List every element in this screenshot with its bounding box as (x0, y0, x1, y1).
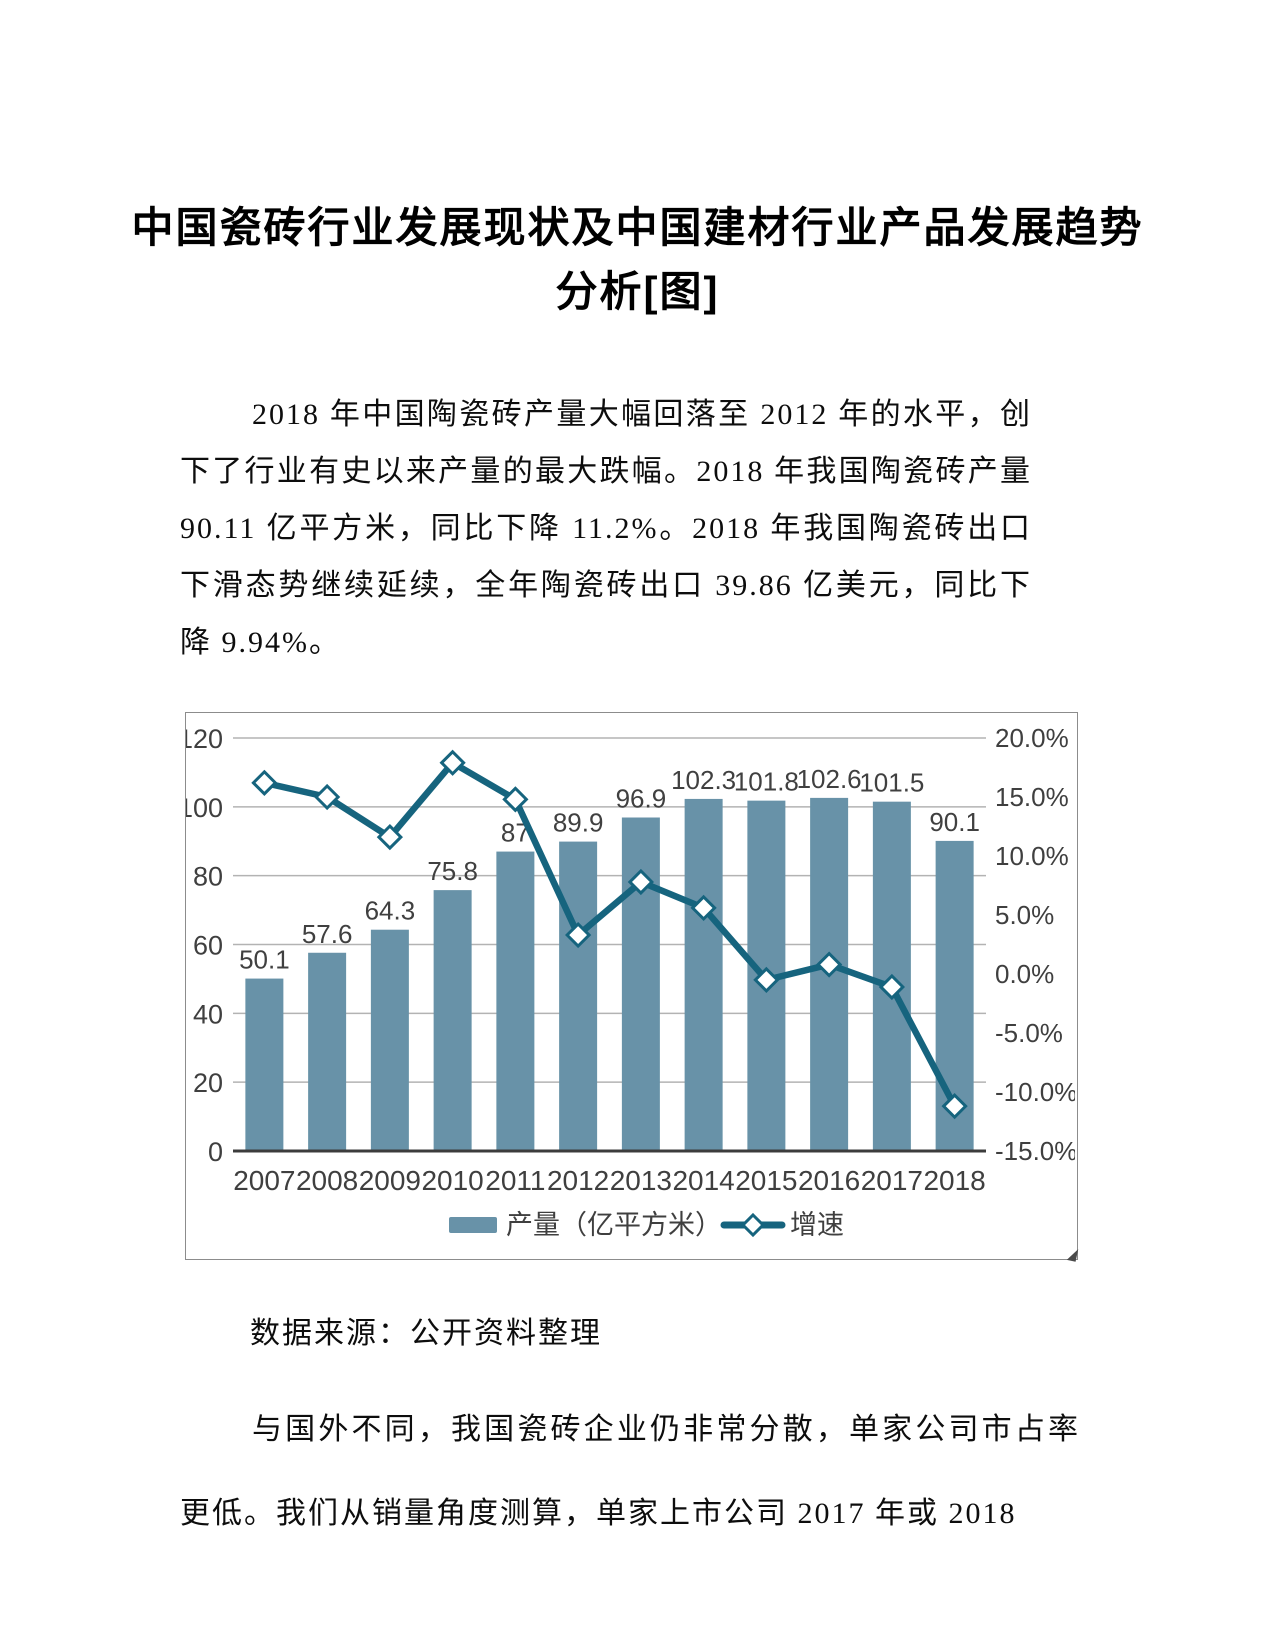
bar-value-label: 64.3 (365, 896, 416, 926)
x-axis-year-label: 2013 (610, 1165, 672, 1196)
x-axis-year-label: 2015 (735, 1165, 797, 1196)
x-axis-year-label: 2011 (485, 1165, 545, 1196)
left-axis-tick-label: 120 (186, 724, 223, 754)
bar-value-label: 101.5 (859, 768, 924, 798)
bar-value-label: 57.6 (302, 919, 353, 949)
x-axis-year-label: 2016 (798, 1165, 860, 1196)
x-axis-year-label: 2017 (861, 1165, 923, 1196)
production-bar (370, 929, 409, 1151)
source-note: 数据来源：公开资料整理 (250, 1317, 602, 1350)
intro-paragraph: 2018 年中国陶瓷砖产量大幅回落至 2012 年的水平，创下了行业有史以来产量… (180, 398, 1032, 659)
page-title: 中国瓷砖行业发展现状及中国建材行业产品发展趋势分析[图] (131, 204, 1144, 315)
growth-marker (690, 894, 717, 922)
legend-line-label: 增速 (790, 1210, 844, 1240)
growth-marker (251, 769, 278, 796)
left-axis-tick-label: 20 (193, 1068, 223, 1098)
growth-marker (816, 951, 843, 978)
bar-value-label: 75.8 (427, 856, 478, 886)
x-axis-year-label: 2014 (672, 1165, 734, 1196)
growth-marker (502, 786, 529, 813)
body-paragraph-2: 与国外不同，我国瓷砖企业仍非常分散，单家公司市占率更低。我们从销量角度测算，单家… (180, 1413, 1080, 1530)
right-axis-tick-label: 10.0% (995, 841, 1069, 871)
legend-bar-label: 产量（亿平方米） (506, 1210, 722, 1240)
x-axis-year-label: 2009 (359, 1165, 421, 1196)
production-growth-chart: 0 20 40 60 80 100 120 20.0% 15.0% 10.0% 5.0% 0.0% -5… (186, 723, 1075, 1240)
production-bar (684, 798, 723, 1151)
bar-value-label: 50.1 (239, 945, 290, 975)
production-bar (559, 841, 598, 1151)
growth-marker (941, 1093, 968, 1120)
bar-value-label: 90.1 (929, 807, 980, 837)
x-axis-year-label: 2018 (923, 1165, 985, 1196)
production-bar (496, 851, 535, 1151)
growth-marker (565, 921, 592, 949)
right-axis-tick-label: -5.0% (995, 1018, 1063, 1048)
right-axis-tick-label: -15.0% (995, 1136, 1075, 1166)
bar-value-label: 102.3 (671, 765, 736, 795)
x-axis-year-label: 2012 (547, 1165, 609, 1196)
growth-line (261, 759, 958, 1110)
left-axis-tick-label: 40 (193, 999, 223, 1029)
production-bar (621, 817, 660, 1151)
growth-marker (314, 783, 341, 811)
left-axis-tick-label: 100 (186, 793, 223, 823)
legend-line-marker (740, 1212, 766, 1238)
legend-bar-swatch (449, 1217, 497, 1233)
production-bar (245, 978, 284, 1151)
chart-figure: 0 20 40 60 80 100 120 20.0% 15.0% 10.0% 5.0% 0.0% -5… (185, 712, 1078, 1260)
growth-marker (376, 823, 403, 851)
right-axis-tick-label: 0.0% (995, 959, 1054, 989)
bar-value-label: 96.9 (616, 784, 667, 814)
bar-value-label: 102.6 (797, 764, 862, 794)
bar-value-label: 101.8 (734, 767, 799, 797)
right-axis-tick-label: 15.0% (995, 782, 1069, 812)
growth-marker (878, 973, 905, 1001)
growth-marker (753, 966, 780, 994)
x-axis-year-label: 2008 (296, 1165, 358, 1196)
right-axis-tick-label: 5.0% (995, 900, 1054, 930)
x-axis-year-label: 2010 (421, 1165, 483, 1196)
left-axis-tick-label: 0 (208, 1137, 223, 1167)
right-axis-tick-label: -10.0% (995, 1077, 1075, 1107)
growth-marker (439, 749, 466, 776)
production-bar (433, 890, 472, 1151)
bar-value-label: 89.9 (553, 808, 604, 838)
right-axis-tick-label: 20.0% (995, 723, 1069, 753)
left-axis-tick-label: 80 (193, 862, 223, 892)
left-axis-tick-label: 60 (193, 931, 223, 961)
production-bar (308, 952, 347, 1151)
growth-marker (627, 868, 654, 896)
x-axis-year-label: 2007 (233, 1165, 295, 1196)
